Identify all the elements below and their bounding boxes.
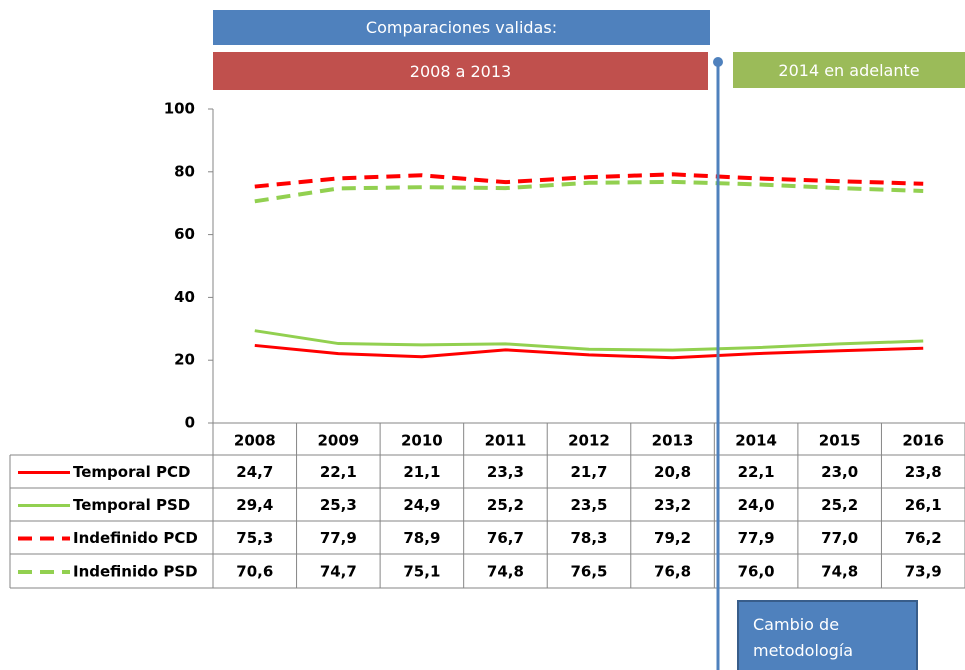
value-label: 78,9 [403, 529, 440, 547]
y-tick-label: 100 [164, 100, 195, 118]
annotation: 2008 a 2013 [213, 52, 708, 90]
x-tick-label: 2013 [652, 432, 694, 450]
annotation: 2014 en adelante [733, 52, 965, 88]
annotation: Comparaciones validas: [213, 10, 710, 45]
legend-label: Indefinido PSD [73, 563, 198, 581]
value-label: 23,3 [487, 463, 524, 481]
value-label: 22,1 [738, 463, 775, 481]
legend-label: Indefinido PCD [73, 529, 198, 547]
value-label: 23,2 [654, 496, 691, 514]
value-label: 74,8 [487, 563, 524, 581]
value-label: 74,7 [320, 563, 357, 581]
value-label: 70,6 [236, 563, 273, 581]
series-line [254, 343, 924, 360]
value-label: 23,5 [570, 496, 607, 514]
value-label: 75,3 [236, 529, 273, 547]
legend-label: Temporal PCD [73, 463, 190, 481]
value-label: 74,8 [821, 563, 858, 581]
value-label: 79,2 [654, 529, 691, 547]
y-tick-label: 0 [185, 414, 195, 432]
value-label: 25,2 [487, 496, 524, 514]
x-tick-label: 2009 [317, 432, 359, 450]
y-tick-label: 40 [174, 288, 195, 306]
value-label: 20,8 [654, 463, 691, 481]
value-label: 77,9 [738, 529, 775, 547]
y-tick-label: 20 [174, 351, 195, 369]
x-tick-label: 2011 [485, 432, 527, 450]
value-label: 24,0 [738, 496, 775, 514]
value-label: 29,4 [236, 496, 273, 514]
y-tick-label: 80 [174, 162, 195, 180]
x-tick-label: 2016 [902, 432, 944, 450]
value-label: 77,9 [320, 529, 357, 547]
series-line [254, 329, 924, 352]
value-label: 23,8 [905, 463, 942, 481]
annotation: Cambio de metodología [737, 600, 918, 670]
divider-dot [713, 57, 723, 67]
value-label: 23,0 [821, 463, 858, 481]
x-tick-label: 2012 [568, 432, 610, 450]
value-label: 76,2 [905, 529, 942, 547]
value-label: 77,0 [821, 529, 858, 547]
legend-label: Temporal PSD [73, 496, 190, 514]
series-line [254, 179, 924, 204]
value-label: 76,8 [654, 563, 691, 581]
value-label: 21,7 [570, 463, 607, 481]
value-label: 24,9 [403, 496, 440, 514]
value-label: 26,1 [905, 496, 942, 514]
x-tick-label: 2015 [819, 432, 861, 450]
value-label: 78,3 [570, 529, 607, 547]
y-tick-label: 60 [174, 225, 195, 243]
series-line [254, 172, 924, 189]
value-label: 24,7 [236, 463, 273, 481]
value-label: 75,1 [403, 563, 440, 581]
value-label: 25,3 [320, 496, 357, 514]
value-label: 25,2 [821, 496, 858, 514]
x-tick-label: 2008 [234, 432, 276, 450]
value-label: 73,9 [905, 563, 942, 581]
value-label: 76,7 [487, 529, 524, 547]
x-tick-label: 2010 [401, 432, 443, 450]
value-label: 76,5 [570, 563, 607, 581]
x-tick-label: 2014 [735, 432, 777, 450]
value-label: 21,1 [403, 463, 440, 481]
value-label: 22,1 [320, 463, 357, 481]
value-label: 76,0 [738, 563, 775, 581]
